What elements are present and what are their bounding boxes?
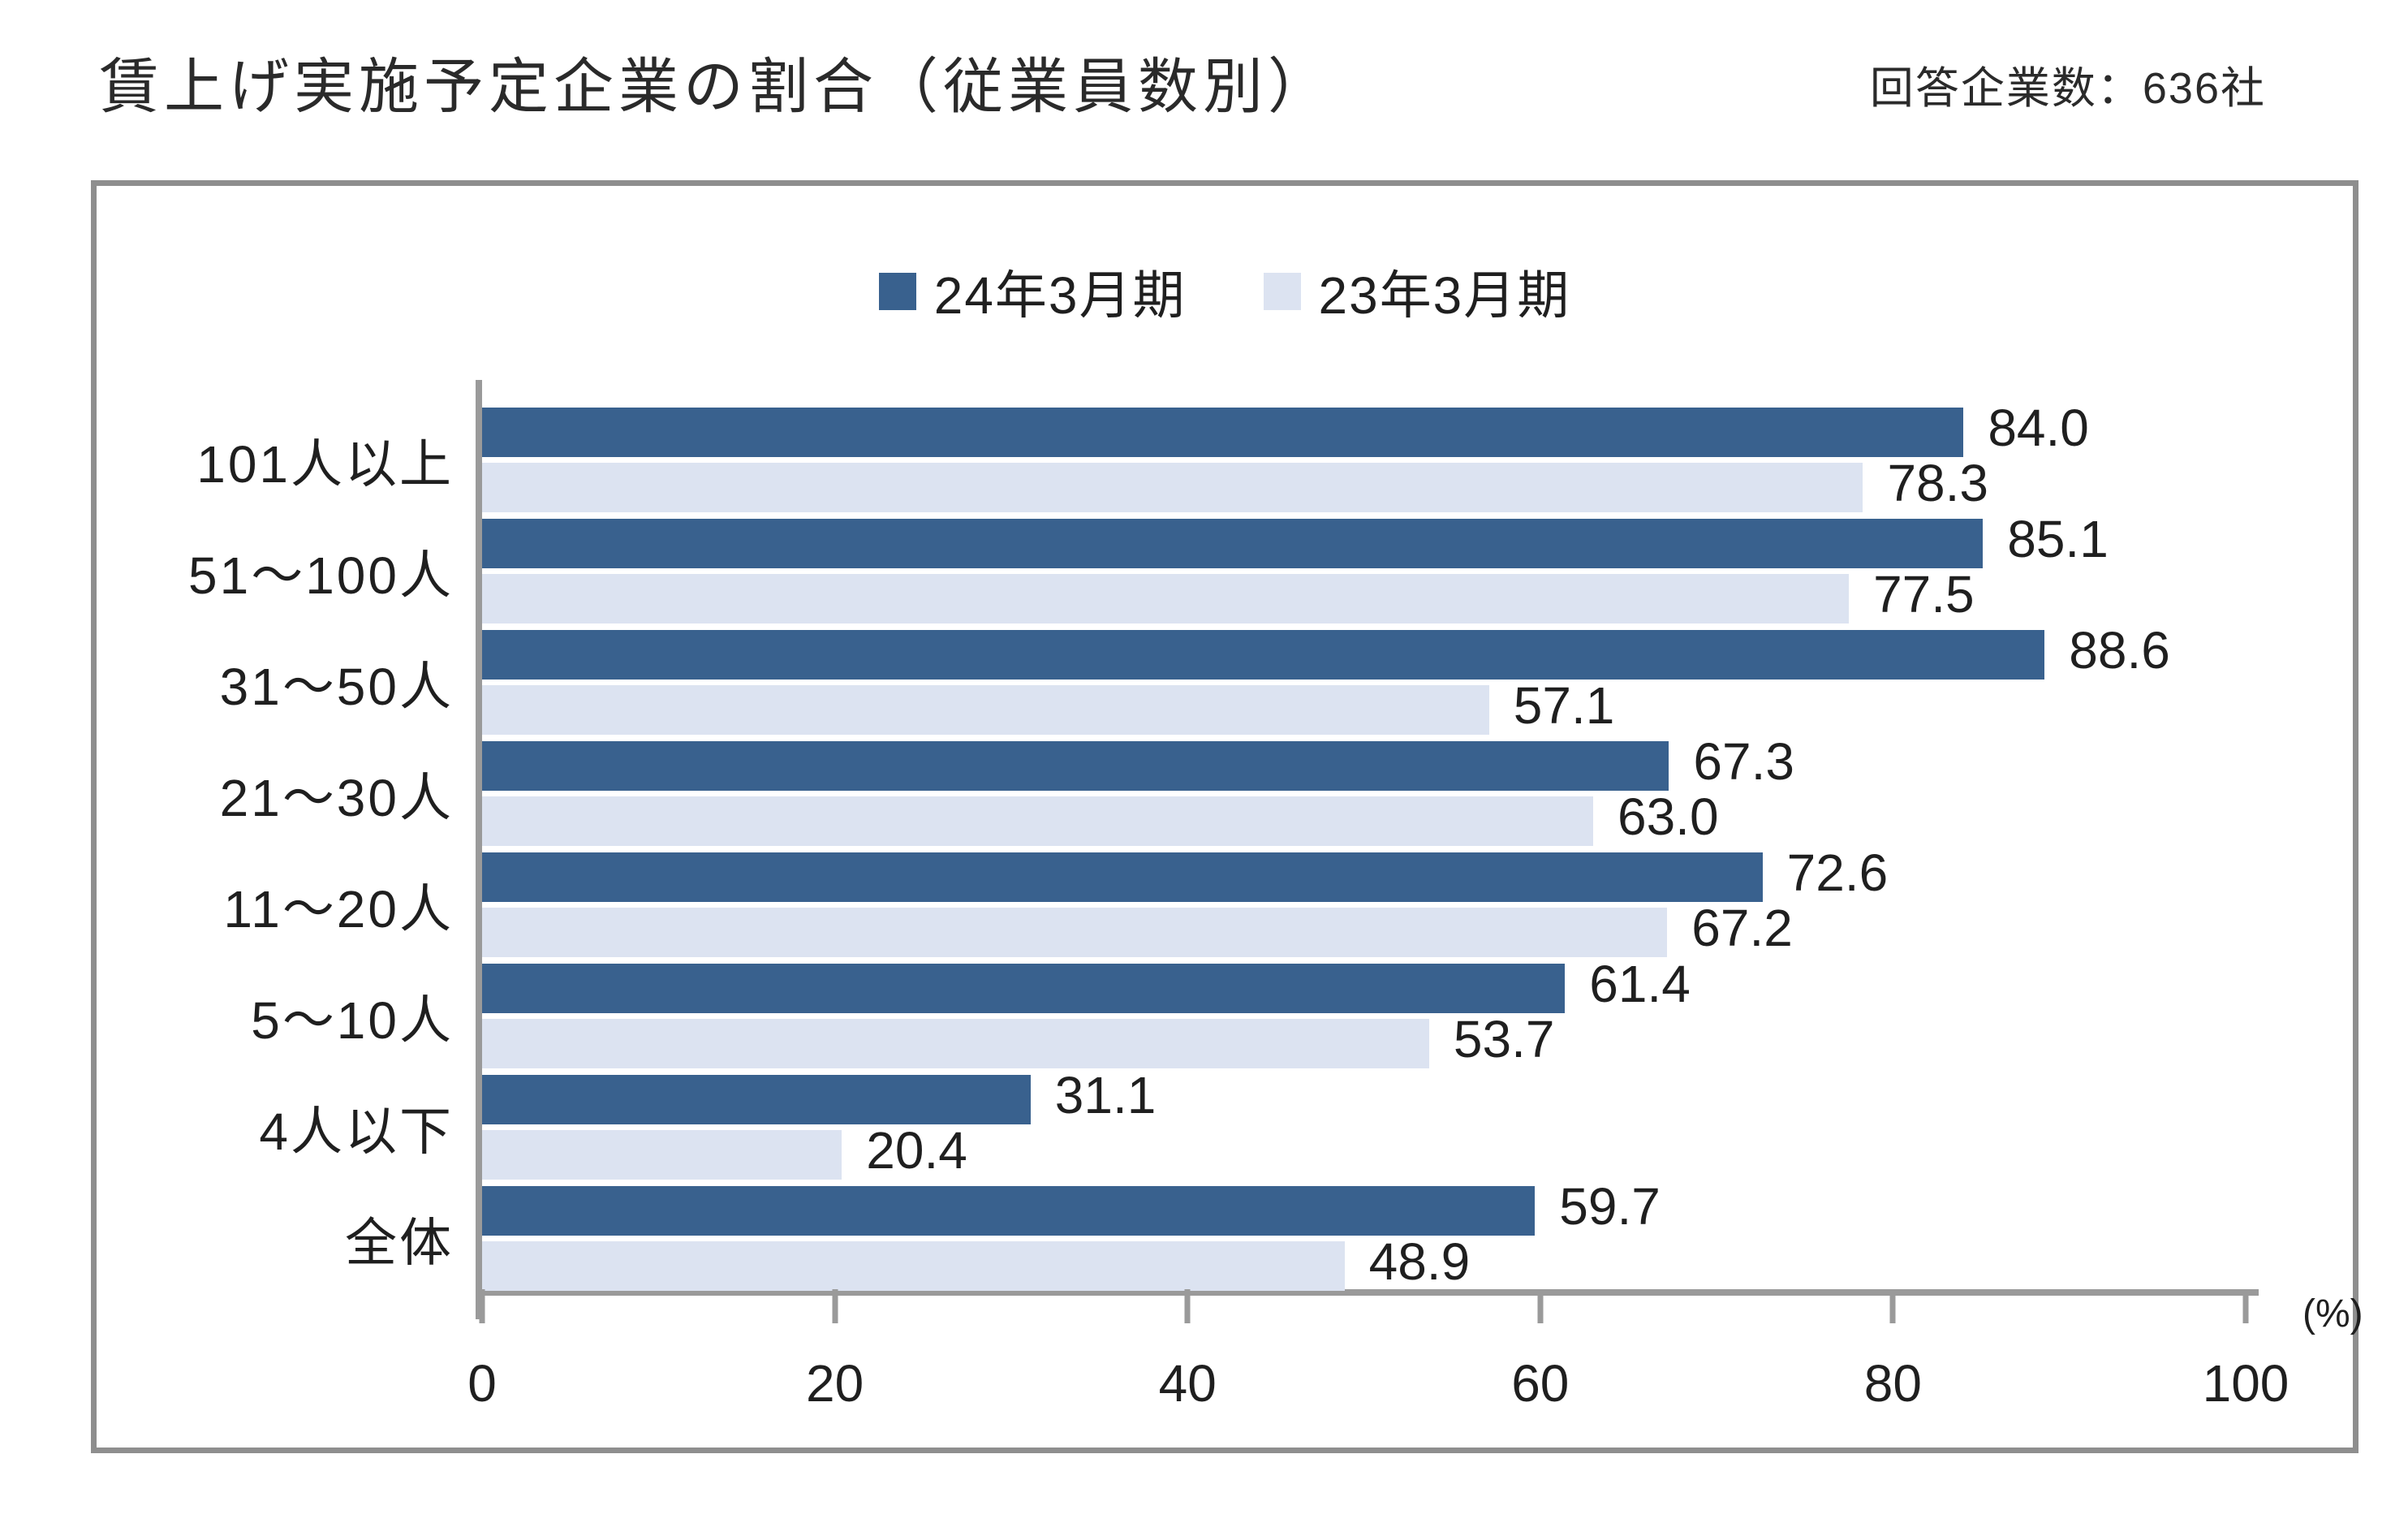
bar-line: 20.4 bbox=[482, 1124, 2246, 1180]
category-label: 全体 bbox=[345, 1213, 454, 1272]
category-label: 51～100人 bbox=[188, 546, 454, 605]
value-label: 84.0 bbox=[1988, 398, 2089, 457]
x-tick-mark bbox=[1537, 1289, 1544, 1323]
x-tick-label: 60 bbox=[1511, 1354, 1570, 1413]
category-row: 4人以下 31.1 20.4 bbox=[259, 1069, 2246, 1180]
bar-series-1 bbox=[482, 1241, 1345, 1291]
value-label: 67.2 bbox=[1691, 898, 1793, 957]
bar-series-0 bbox=[482, 1186, 1536, 1236]
category-label: 5～10人 bbox=[251, 990, 454, 1050]
value-label: 53.7 bbox=[1453, 1009, 1555, 1068]
bar-line: 57.1 bbox=[482, 680, 2246, 735]
x-tick-label: 20 bbox=[806, 1354, 864, 1413]
legend-item-series-0: 24年3月期 bbox=[878, 254, 1187, 329]
x-tick-label: 0 bbox=[467, 1354, 497, 1413]
bar-line: 31.1 bbox=[482, 1069, 2246, 1124]
bar-series-0 bbox=[482, 1075, 1031, 1124]
value-label: 78.3 bbox=[1887, 453, 1989, 512]
x-tick-label: 80 bbox=[1863, 1354, 1922, 1413]
bar-line: 63.0 bbox=[482, 791, 2246, 846]
category-row: 全体 59.7 48.9 bbox=[345, 1180, 2246, 1291]
bar-line: 67.3 bbox=[482, 736, 2246, 791]
legend-item-series-1: 23年3月期 bbox=[1263, 254, 1571, 329]
legend: 24年3月期 23年3月期 bbox=[97, 254, 2353, 329]
bar-line: 84.0 bbox=[482, 402, 2246, 457]
bar-series-0 bbox=[482, 964, 1566, 1013]
x-ticks: 0 20 40 60 80 100 bbox=[467, 1289, 2289, 1452]
category-label: 101人以上 bbox=[196, 434, 454, 494]
x-tick-label: 100 bbox=[2202, 1354, 2290, 1413]
value-label: 85.1 bbox=[2007, 509, 2109, 568]
category-row: 21～30人 67.3 63.0 bbox=[220, 736, 2246, 846]
category-label: 4人以下 bbox=[259, 1102, 454, 1161]
bar-series-1 bbox=[482, 574, 1850, 623]
category-row: 5～10人 61.4 53.7 bbox=[251, 958, 2246, 1068]
category-row: 51～100人 85.1 77.5 bbox=[188, 513, 2246, 623]
value-label: 77.5 bbox=[1873, 564, 1975, 623]
bar-series-1 bbox=[482, 1130, 842, 1180]
category-row: 31～50人 88.6 57.1 bbox=[220, 624, 2246, 735]
category-label: 21～30人 bbox=[219, 768, 454, 827]
bar-series-0 bbox=[482, 408, 1964, 457]
bar-line: 72.6 bbox=[482, 847, 2246, 902]
value-label: 72.6 bbox=[1786, 843, 1889, 902]
bar-series-1 bbox=[482, 796, 1593, 846]
value-label: 63.0 bbox=[1617, 787, 1719, 846]
bar-line: 61.4 bbox=[482, 958, 2246, 1013]
x-tick-mark bbox=[1889, 1289, 1896, 1323]
x-tick-mark bbox=[832, 1289, 838, 1323]
category-label: 31～50人 bbox=[219, 657, 454, 716]
value-label: 20.4 bbox=[866, 1120, 967, 1180]
value-label: 61.4 bbox=[1589, 954, 1691, 1013]
category-row: 11～20人 72.6 67.2 bbox=[223, 847, 2246, 957]
bar-series-0 bbox=[482, 852, 1763, 902]
x-axis-unit-label: (%) bbox=[2302, 1292, 2363, 1335]
value-label: 57.1 bbox=[1513, 675, 1615, 735]
bar-line: 59.7 bbox=[482, 1180, 2246, 1236]
bar-series-0 bbox=[482, 741, 1669, 791]
value-label: 48.9 bbox=[1368, 1232, 1471, 1291]
bar-series-1 bbox=[482, 908, 1668, 957]
bar-series-1 bbox=[482, 685, 1489, 735]
x-tick-label: 40 bbox=[1158, 1354, 1217, 1413]
bar-line: 85.1 bbox=[482, 513, 2246, 568]
bar-line: 53.7 bbox=[482, 1013, 2246, 1068]
value-label: 88.6 bbox=[2069, 620, 2170, 680]
bar-series-0 bbox=[482, 630, 2045, 680]
bar-series-1 bbox=[482, 1019, 1429, 1068]
x-axis-line bbox=[476, 1289, 2259, 1296]
legend-swatch-light-blue bbox=[1263, 273, 1301, 310]
value-label: 31.1 bbox=[1054, 1065, 1157, 1124]
value-label: 59.7 bbox=[1559, 1176, 1661, 1236]
category-row: 101人以上 84.0 78.3 bbox=[196, 402, 2246, 512]
value-label: 67.3 bbox=[1693, 731, 1794, 791]
bar-line: 67.2 bbox=[482, 902, 2246, 957]
respondent-count: 回答企業数：636社 bbox=[1869, 64, 2266, 113]
page-title: 賃上げ実施予定企業の割合（従業員数別） bbox=[99, 53, 1333, 120]
category-label: 11～20人 bbox=[223, 879, 454, 938]
bar-series-1 bbox=[482, 463, 1863, 512]
bar-line: 88.6 bbox=[482, 624, 2246, 680]
y-axis-line bbox=[476, 380, 482, 1319]
x-tick-mark bbox=[1184, 1289, 1191, 1323]
bar-line: 48.9 bbox=[482, 1236, 2246, 1291]
legend-swatch-dark-blue bbox=[878, 273, 916, 310]
plot-rows: 101人以上 84.0 78.3 51～100人 85.1 77.5 31～50人 88.6 5… bbox=[188, 402, 2246, 1297]
bar-line: 78.3 bbox=[482, 457, 2246, 512]
legend-label: 23年3月期 bbox=[1318, 266, 1571, 325]
legend-label: 24年3月期 bbox=[933, 266, 1187, 325]
x-tick-mark bbox=[2242, 1289, 2249, 1323]
bar-series-0 bbox=[482, 519, 1984, 568]
bar-line: 77.5 bbox=[482, 568, 2246, 623]
chart-frame: 24年3月期 23年3月期 101人以上 84.0 78.3 51～100人 85.1 7… bbox=[91, 180, 2363, 1453]
x-tick-mark bbox=[479, 1289, 485, 1323]
